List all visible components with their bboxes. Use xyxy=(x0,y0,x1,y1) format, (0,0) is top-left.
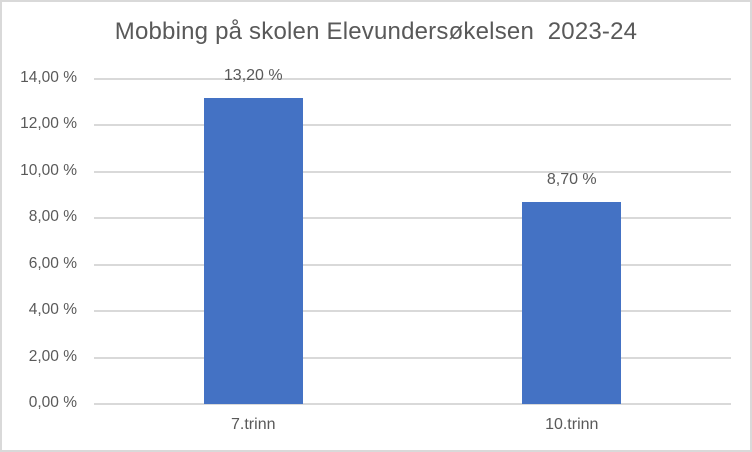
y-tick-label: 12,00 % xyxy=(20,115,77,133)
plot-area: 13,20 % 8,70 % xyxy=(94,67,731,405)
bar-10.trinn xyxy=(522,202,622,404)
y-tick-label: 2,00 % xyxy=(28,347,77,365)
bar-7.trinn xyxy=(203,97,303,404)
chart-title: Mobbing på skolen Elevundersøkelsen 2023… xyxy=(114,18,638,45)
y-tick-label: 8,00 % xyxy=(28,208,77,226)
gridline xyxy=(94,170,731,173)
gridline xyxy=(94,263,731,266)
y-tick-label: 4,00 % xyxy=(28,301,77,319)
gridline xyxy=(94,310,731,313)
data-label: 13,20 % xyxy=(223,66,283,84)
x-tick-label: 7.trinn xyxy=(231,416,276,433)
gridline xyxy=(94,356,731,359)
y-tick-label: 14,00 % xyxy=(20,69,77,86)
gridline xyxy=(94,78,731,80)
gridline xyxy=(94,124,731,127)
y-tick-label: 0,00 % xyxy=(28,394,77,411)
data-label: 8,70 % xyxy=(546,171,597,189)
y-tick-label: 10,00 % xyxy=(20,161,77,179)
x-axis-line xyxy=(94,403,731,405)
x-tick-label: 10.trinn xyxy=(545,416,599,433)
y-tick-label: 6,00 % xyxy=(28,254,77,272)
gridline xyxy=(94,217,731,220)
